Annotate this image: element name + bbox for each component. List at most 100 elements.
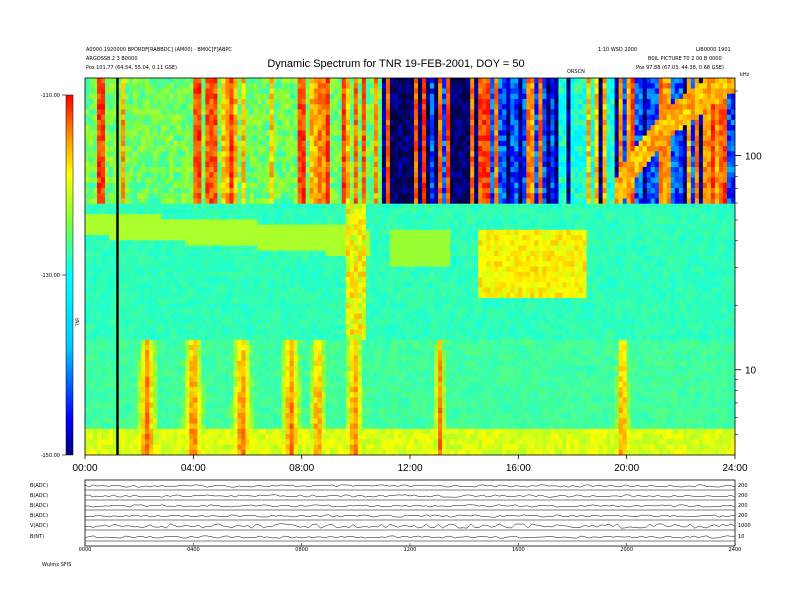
heatmap-cell	[89, 407, 94, 414]
heatmap-cell	[185, 318, 190, 325]
heatmap-cell	[161, 256, 166, 262]
heatmap-cell	[317, 208, 323, 215]
heatmap-cell	[161, 193, 166, 199]
heatmap-cell	[109, 287, 114, 294]
heatmap-cell	[153, 397, 158, 404]
heatmap-cell	[337, 208, 343, 215]
heatmap-cell	[109, 172, 114, 178]
heatmap-cell	[309, 229, 315, 236]
heatmap-cell	[289, 208, 295, 215]
heatmap-cell	[293, 93, 299, 100]
heatmap-cell	[225, 130, 230, 136]
heatmap-cell	[209, 439, 214, 445]
heatmap-cell	[157, 235, 162, 241]
heatmap-cell	[141, 324, 146, 330]
heatmap-cell	[309, 329, 315, 335]
heatmap-cell	[125, 392, 130, 398]
heatmap-cell	[145, 109, 150, 116]
heatmap-cell	[189, 439, 194, 445]
heatmap-cell	[101, 287, 106, 294]
heatmap-cell	[329, 187, 335, 194]
heatmap-cell	[169, 119, 174, 126]
heatmap-cell	[205, 245, 210, 252]
heatmap-cell	[277, 313, 282, 320]
heatmap-cell	[177, 318, 182, 325]
heatmap-cell	[269, 214, 274, 220]
heatmap-cell	[177, 203, 182, 210]
heatmap-cell	[317, 135, 323, 142]
heatmap-cell	[85, 109, 90, 116]
heatmap-cell	[321, 282, 327, 288]
heatmap-cell	[221, 339, 226, 346]
heatmap-cell	[273, 418, 278, 424]
heatmap-cell	[293, 266, 299, 273]
heatmap-cell	[205, 345, 210, 351]
heatmap-cell	[125, 324, 130, 330]
heatmap-cell	[357, 418, 363, 424]
heatmap-cell	[141, 339, 146, 346]
heatmap-cell	[257, 350, 262, 356]
heatmap-cell	[357, 271, 363, 278]
heatmap-cell	[117, 140, 122, 147]
heatmap-cell	[93, 245, 98, 252]
heatmap-cell	[317, 386, 323, 393]
heatmap-cell	[137, 98, 142, 105]
heatmap-cell	[321, 360, 327, 367]
heatmap-cell	[173, 308, 178, 315]
heatmap-cell	[333, 167, 339, 173]
heatmap-cell	[293, 98, 299, 105]
heatmap-cell	[93, 151, 98, 157]
heatmap-cell	[245, 114, 250, 121]
heatmap-cell	[249, 355, 254, 362]
heatmap-cell	[201, 360, 206, 367]
heatmap-cell	[145, 371, 150, 377]
heatmap-cell	[133, 235, 138, 241]
heatmap-cell	[157, 297, 162, 304]
heatmap-cell	[165, 182, 170, 189]
heatmap-cell	[145, 418, 150, 424]
heatmap-cell	[169, 78, 174, 84]
heatmap-cell	[357, 439, 363, 445]
heatmap-cell	[153, 114, 158, 121]
heatmap-cell	[181, 402, 186, 409]
heatmap-cell	[333, 292, 339, 299]
heatmap-cell	[169, 282, 174, 288]
heatmap-cell	[93, 334, 98, 341]
heatmap-cell	[317, 303, 323, 309]
heatmap-cell	[261, 350, 266, 356]
heatmap-cell	[137, 250, 142, 257]
heatmap-cell	[353, 214, 359, 220]
heatmap-cell	[301, 245, 307, 252]
heatmap-cell	[201, 428, 206, 435]
heatmap-cell	[149, 219, 154, 226]
heatmap-cell	[229, 229, 234, 236]
heatmap-cell	[109, 187, 114, 194]
heatmap-cell	[349, 172, 355, 178]
heatmap-cell	[329, 365, 335, 372]
heatmap-cell	[117, 355, 122, 362]
heatmap-cell	[173, 371, 178, 377]
heatmap-cell	[133, 208, 138, 215]
heatmap-cell	[321, 444, 327, 451]
heatmap-cell	[141, 397, 146, 404]
heatmap-cell	[201, 276, 206, 283]
heatmap-cell	[173, 119, 178, 126]
heatmap-cell	[105, 386, 110, 393]
heatmap-cell	[157, 146, 162, 152]
heatmap-cell	[189, 261, 194, 267]
heatmap-cell	[297, 114, 303, 121]
heatmap-cell	[281, 371, 287, 377]
heatmap-cell	[149, 360, 154, 367]
heatmap-cell	[105, 130, 110, 136]
heatmap-cell	[181, 125, 186, 131]
heatmap-cell	[301, 203, 307, 210]
heatmap-cell	[229, 386, 234, 393]
heatmap-cell	[101, 182, 106, 189]
heatmap-cell	[253, 329, 258, 335]
heatmap-cell	[121, 156, 126, 163]
heatmap-cell	[273, 386, 278, 393]
heatmap-cell	[353, 245, 359, 252]
heatmap-cell	[177, 224, 182, 231]
heatmap-cell	[253, 287, 258, 294]
heatmap-cell	[285, 256, 291, 262]
